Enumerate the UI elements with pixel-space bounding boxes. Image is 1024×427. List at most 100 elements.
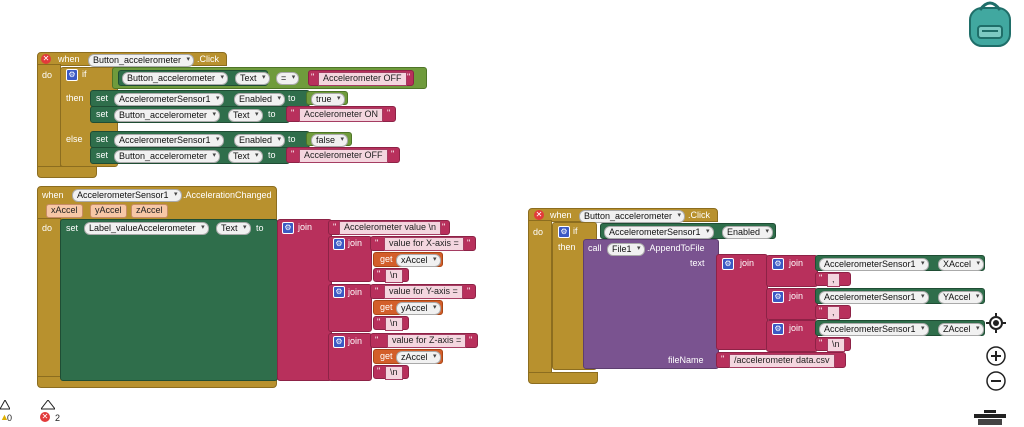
text-value[interactable]: , <box>827 306 840 320</box>
set-label: set <box>96 150 109 160</box>
component-dropdown[interactable]: Button_accelerometer <box>122 72 229 85</box>
text-value[interactable]: \n <box>385 366 403 380</box>
to-label: to <box>256 223 264 233</box>
error-icon: ✕ <box>40 412 50 422</box>
recenter-icon[interactable] <box>985 312 1007 334</box>
get-label: get <box>380 254 393 264</box>
error-indicator[interactable]: ✕ 2 <box>38 398 68 425</box>
component-dropdown[interactable]: AccelerometerSensor1 <box>819 258 929 271</box>
component-dropdown[interactable]: AccelerometerSensor1 <box>604 226 714 239</box>
filename-param-label: fileName <box>668 355 704 365</box>
to-label: to <box>288 93 296 103</box>
quote-close: " <box>467 286 471 296</box>
text-value[interactable]: value for Y-axis = <box>384 285 463 299</box>
join-label: join <box>789 323 804 333</box>
error-icon[interactable]: ✕ <box>534 210 544 220</box>
text-value[interactable]: Accelerometer value \n <box>339 221 442 235</box>
mutator-gear-icon[interactable]: ⚙ <box>772 258 784 270</box>
component-dropdown[interactable]: AccelerometerSensor1 <box>114 93 224 106</box>
mutator-gear-icon[interactable]: ⚙ <box>66 69 78 81</box>
set-label: set <box>66 223 79 233</box>
property-dropdown[interactable]: Enabled <box>234 134 286 147</box>
property-dropdown[interactable]: Enabled <box>722 226 774 239</box>
param-xaccel[interactable]: xAccel <box>46 204 83 218</box>
text-value[interactable]: \n <box>385 269 403 283</box>
quote-open: " <box>375 238 379 248</box>
component-dropdown[interactable]: AccelerometerSensor1 <box>72 189 182 202</box>
property-dropdown[interactable]: YAccel <box>938 291 984 304</box>
do-label: do <box>42 223 53 233</box>
quote-close: " <box>387 108 391 118</box>
property-dropdown[interactable]: ZAccel <box>938 323 984 336</box>
text-value[interactable]: value for Z-axis = <box>387 334 467 348</box>
join-block[interactable] <box>716 254 768 350</box>
text-value[interactable]: \n <box>385 317 403 331</box>
property-dropdown[interactable]: Text <box>228 109 263 122</box>
component-dropdown[interactable]: AccelerometerSensor1 <box>819 323 929 336</box>
component-dropdown[interactable]: AccelerometerSensor1 <box>114 134 224 147</box>
text-value[interactable]: Accelerometer OFF <box>299 149 388 163</box>
variable-dropdown[interactable]: xAccel <box>396 254 441 267</box>
quote-open: " <box>291 149 295 159</box>
operator-dropdown[interactable]: = <box>276 72 300 85</box>
to-label: to <box>268 150 276 160</box>
call-append-to-file-block[interactable] <box>583 239 719 369</box>
text-value[interactable]: Accelerometer ON <box>299 108 384 122</box>
property-dropdown[interactable]: Text <box>235 72 270 85</box>
when-label: when <box>550 210 572 220</box>
property-dropdown[interactable]: Enabled <box>234 93 286 106</box>
text-value[interactable]: /accelerometer data.csv <box>729 354 835 368</box>
warning-triangle-icon: ▲ <box>0 412 9 422</box>
boolean-dropdown[interactable]: false <box>311 134 349 147</box>
mutator-gear-icon[interactable]: ⚙ <box>333 286 345 298</box>
component-dropdown[interactable]: File1 <box>607 243 645 256</box>
zoom-out-icon[interactable] <box>985 370 1007 392</box>
method-label: .AppendToFile <box>647 243 705 253</box>
mutator-gear-icon[interactable]: ⚙ <box>772 323 784 335</box>
set-label-text-block[interactable] <box>60 219 278 381</box>
error-icon[interactable]: ✕ <box>41 54 51 64</box>
component-dropdown[interactable]: Button_accelerometer <box>114 109 221 122</box>
text-value[interactable]: value for X-axis = <box>384 237 464 251</box>
join-block[interactable] <box>277 219 332 381</box>
mutator-gear-icon[interactable]: ⚙ <box>282 222 294 234</box>
when-label: when <box>42 190 64 200</box>
param-zaccel[interactable]: zAccel <box>131 204 168 218</box>
mutator-gear-icon[interactable]: ⚙ <box>722 258 734 270</box>
zoom-in-icon[interactable] <box>985 345 1007 367</box>
text-value[interactable]: , <box>827 273 840 287</box>
component-dropdown[interactable]: Button_accelerometer <box>114 150 221 163</box>
if-label: if <box>82 69 87 79</box>
quote-open: " <box>377 317 381 327</box>
backpack-icon[interactable] <box>964 0 1016 50</box>
warning-indicator[interactable]: ▲ 0 <box>0 398 16 425</box>
component-dropdown[interactable]: Label_valueAccelerometer <box>84 222 209 235</box>
mutator-gear-icon[interactable]: ⚙ <box>333 336 345 348</box>
set-label: set <box>96 109 109 119</box>
get-label: get <box>380 351 393 361</box>
trash-icon[interactable] <box>972 408 1008 425</box>
mutator-gear-icon[interactable]: ⚙ <box>333 238 345 250</box>
mutator-gear-icon[interactable]: ⚙ <box>772 291 784 303</box>
variable-dropdown[interactable]: zAccel <box>396 351 441 364</box>
boolean-dropdown[interactable]: true <box>311 93 345 106</box>
text-value[interactable]: Accelerometer OFF <box>318 72 407 86</box>
property-dropdown[interactable]: Text <box>216 222 251 235</box>
quote-open: " <box>375 286 379 296</box>
param-yaccel[interactable]: yAccel <box>90 204 127 218</box>
get-label: get <box>380 302 393 312</box>
join-label: join <box>740 258 755 268</box>
text-value[interactable]: \n <box>827 338 845 352</box>
event-label: .Click <box>688 210 710 220</box>
then-label: then <box>558 242 576 252</box>
quote-open: " <box>819 273 823 283</box>
component-dropdown[interactable]: AccelerometerSensor1 <box>819 291 929 304</box>
property-dropdown[interactable]: Text <box>228 150 263 163</box>
warning-icon <box>0 400 10 410</box>
property-dropdown[interactable]: XAccel <box>938 258 985 271</box>
component-dropdown[interactable]: Button_accelerometer <box>579 210 686 223</box>
variable-dropdown[interactable]: yAccel <box>396 302 441 315</box>
mutator-gear-icon[interactable]: ⚙ <box>558 226 570 238</box>
join-label: join <box>348 238 363 248</box>
component-dropdown[interactable]: Button_accelerometer <box>88 54 195 67</box>
